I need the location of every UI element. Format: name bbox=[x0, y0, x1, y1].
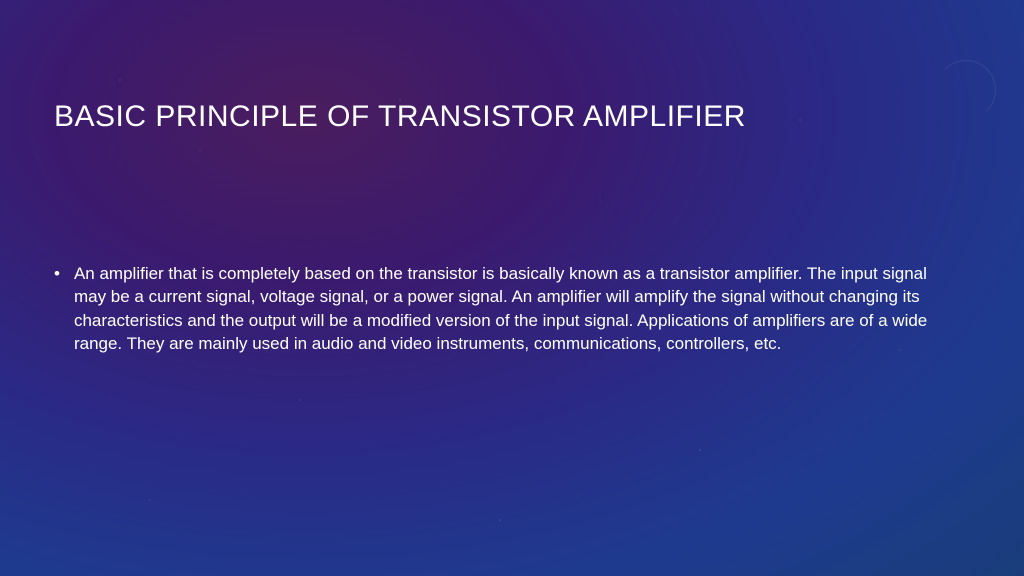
slide-body: • An amplifier that is completely based … bbox=[54, 262, 944, 356]
bullet-text: An amplifier that is completely based on… bbox=[74, 262, 944, 356]
bullet-list-item: • An amplifier that is completely based … bbox=[54, 262, 944, 356]
bullet-marker: • bbox=[54, 262, 60, 286]
presentation-slide: BASIC PRINCIPLE OF TRANSISTOR AMPLIFIER … bbox=[0, 0, 1024, 576]
slide-title: BASIC PRINCIPLE OF TRANSISTOR AMPLIFIER bbox=[54, 100, 746, 134]
decorative-arc bbox=[936, 60, 996, 120]
